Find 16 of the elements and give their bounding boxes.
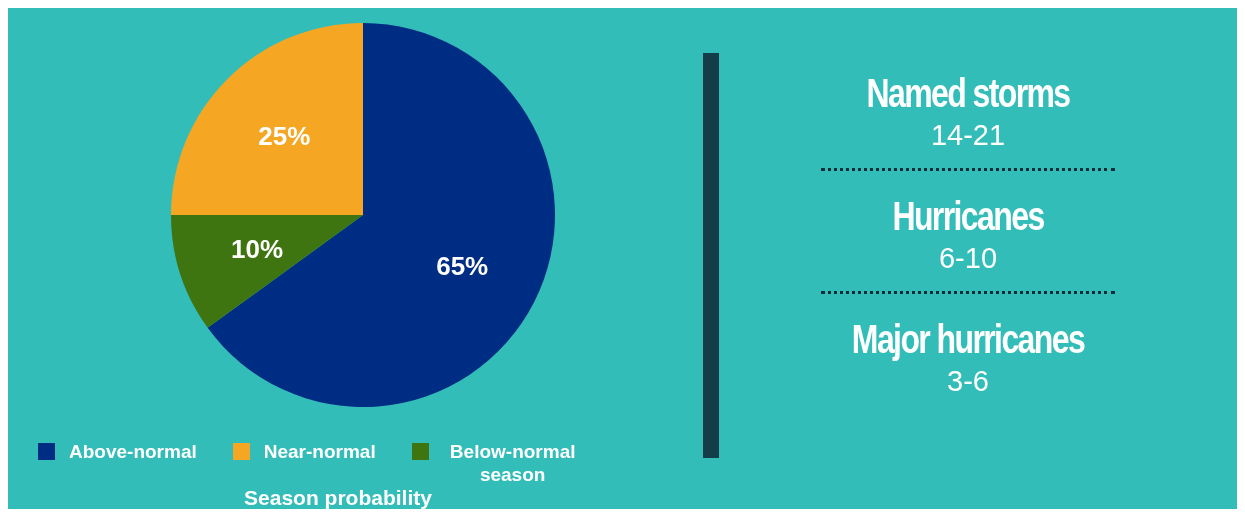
text: 3-6 — [946, 364, 990, 399]
text: 14-21 — [929, 118, 1007, 153]
pie-slice — [171, 23, 363, 215]
pie-slice — [207, 23, 555, 407]
text: Hurricanes — [891, 193, 1045, 239]
legend-label: Near-normal — [263, 440, 376, 463]
data-label: 25% — [258, 121, 311, 152]
text: Major hurricanes — [850, 316, 1086, 362]
text: 6-10 — [937, 241, 998, 276]
text: Named storms — [865, 70, 1071, 116]
legend-label: Below-normal season — [448, 440, 577, 486]
legend-label: Above-normal — [69, 440, 197, 463]
data-label: 65% — [436, 250, 489, 281]
legend-title: Season probability — [243, 486, 433, 510]
pie-slice — [171, 215, 363, 328]
data-label: 10% — [231, 234, 284, 265]
